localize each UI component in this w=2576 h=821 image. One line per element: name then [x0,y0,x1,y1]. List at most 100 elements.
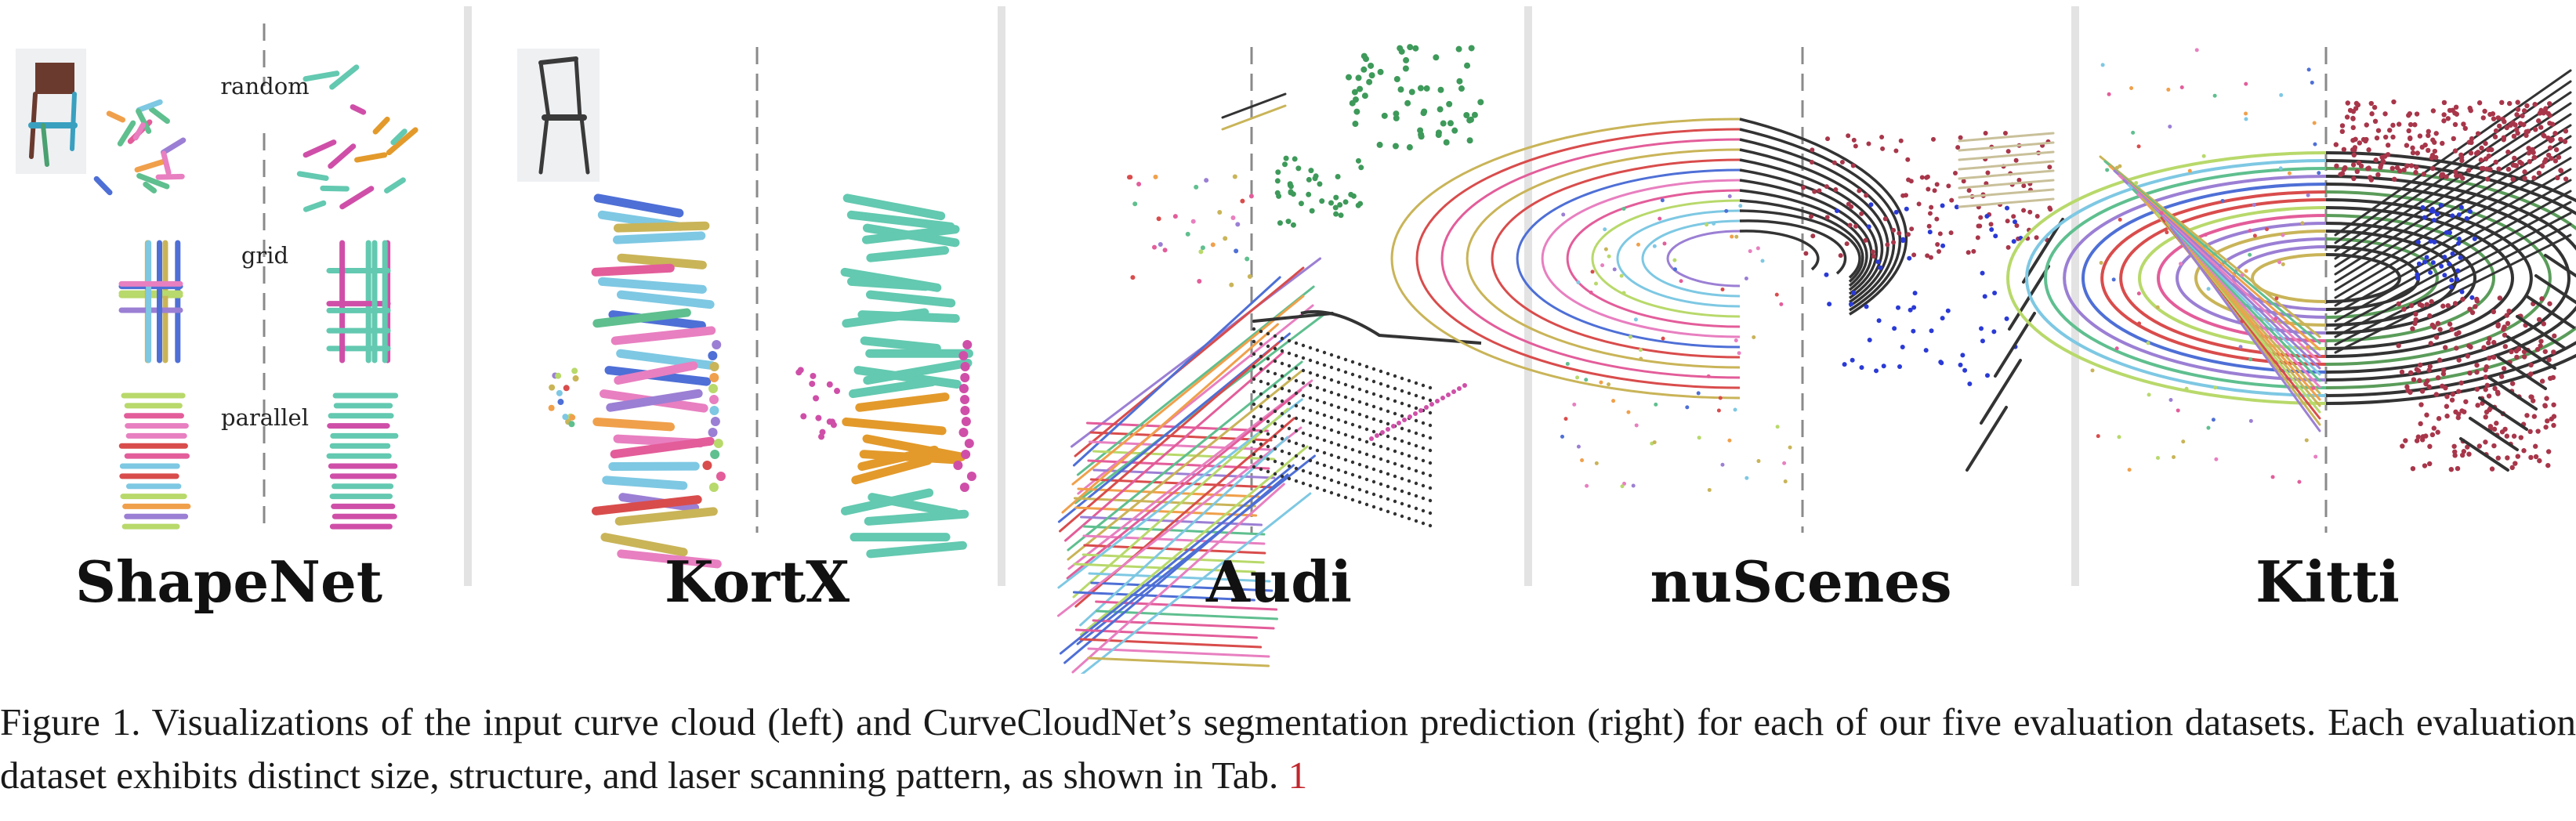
scan-point [1849,204,1854,209]
scan-point [1893,148,1899,154]
scan-point [1379,457,1383,461]
scan-point [1929,328,1934,334]
scan-point [1734,338,1738,343]
scan-point [2155,455,2160,460]
scan-point [1935,241,1940,247]
scan-point [2455,277,2460,282]
scan-point [1451,389,1456,394]
scan-point [2194,48,2199,52]
scan-point [1961,179,1966,184]
scan-point [2428,269,2433,275]
scan-point [1194,184,1199,190]
scan-point [1809,214,1814,219]
scan-point [2491,354,2497,360]
scan-point [959,483,969,492]
scan-point [2240,273,2244,278]
scan-point [2475,131,2481,136]
scan-point [2441,112,2447,118]
scan-point [1982,294,1987,299]
scan-point [2100,63,2105,67]
scan-point [1966,188,1972,193]
scan-point [1940,316,1945,321]
ring-scan-left [1566,189,1741,328]
scan-point [1364,477,1369,482]
scan-point [2552,131,2558,136]
scan-point [1329,378,1334,382]
scan-point [1924,175,1929,180]
scan-point [1414,443,1418,448]
scan-point [1210,242,1216,248]
scan-point [1308,471,1313,476]
scan-point [1379,494,1383,499]
scan-line [2334,102,2572,260]
scan-point [2521,354,2527,360]
scan-point [708,384,718,393]
scan-point [1371,379,1376,384]
scan-point [2438,202,2444,208]
scan-point [2527,429,2533,435]
ring-scan-left [2119,198,2327,358]
scan-point [2454,345,2459,351]
table-reference[interactable]: 1 [1288,753,1308,797]
scan-point [2397,168,2403,174]
scan-point [2168,125,2172,129]
scan-point [1407,429,1411,433]
scan-point [2467,306,2473,312]
scan-point [1386,409,1390,414]
scan-point [2537,458,2542,464]
scan-point [2368,100,2375,107]
scan-point [2437,357,2443,363]
curve-stroke [617,549,722,569]
curve-stroke [592,308,691,328]
scan-point [2400,443,2405,449]
scan-point [2495,322,2501,327]
scan-point [1812,189,1817,194]
scan-point [2396,301,2401,307]
chair-leg [70,92,77,151]
scan-point [2501,135,2507,140]
scan-point [1364,439,1369,444]
ring-scan-left [1641,219,1741,298]
scan-point [2550,374,2556,381]
scan-point [1329,453,1334,458]
scan-line [1073,562,1256,573]
scan-point [1737,351,1741,356]
scan-point [1457,386,1462,391]
scan-point [1252,439,1256,444]
scan-point [2473,150,2480,157]
curve-stroke [134,158,168,173]
scan-point [1730,234,1734,239]
scan-point [2429,432,2436,438]
scan-point [2417,133,2423,139]
scan-point [2440,172,2446,177]
scan-point [1589,290,1593,295]
scan-point [1273,447,1277,451]
scan-point [2415,239,2421,244]
method-label-random: random [220,73,309,99]
scan-point [1565,361,1570,366]
scan-line [2544,254,2576,278]
scan-point [2493,159,2498,165]
scan-point [1364,377,1369,382]
scan-line [1958,179,2055,190]
scan-point [1371,492,1376,497]
ring-scan-left [1666,230,1741,288]
scan-line [1063,473,1289,664]
scan-point [2447,321,2453,327]
scan-line [1221,92,1287,119]
scan-point [1315,398,1320,403]
scan-point [2441,118,2447,124]
scan-point [2427,443,2433,450]
scan-line [1958,197,2055,208]
scan-line [1061,323,1279,514]
scan-point [1400,501,1404,506]
scan-point [1266,331,1270,336]
scan-point [2531,175,2537,181]
ring-scan-right [1739,168,1879,295]
scan-point [1376,141,1383,148]
scan-point [2004,316,2009,321]
scan-point [1273,396,1277,401]
scan-point [1966,250,1971,255]
scan-point [1576,444,1581,449]
scan-point [1287,451,1292,456]
